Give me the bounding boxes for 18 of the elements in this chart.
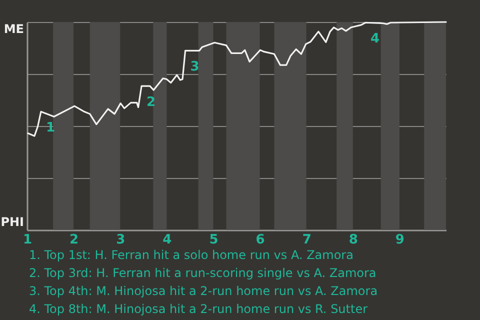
- annotation: 3: [190, 60, 200, 75]
- x-tick-label: 1: [22, 232, 32, 248]
- x-tick-label: 6: [256, 232, 265, 248]
- text: 1. Top 1st: H. Ferran hit a solo home run vs A. Zamora: [29, 248, 354, 262]
- x-tick-label: 4: [162, 232, 172, 248]
- x-tick-label: 5: [209, 232, 218, 248]
- x-tick-label: 3: [116, 232, 126, 248]
- x-tick-label: 2: [70, 232, 79, 248]
- text: 2. Top 3rd: H. Ferran hit a run-scoring single vs A. Zamora: [29, 266, 376, 280]
- text: PHI: [0, 215, 24, 229]
- text: ME: [4, 22, 24, 36]
- x-tick-label: 7: [302, 232, 312, 248]
- annotation: 2: [146, 95, 156, 110]
- annotation: 4: [370, 32, 380, 47]
- x-tick-label: 9: [395, 232, 404, 248]
- text: 3. Top 4th: M. Hinojosa hit a 2-run home run vs A. Zamora: [29, 284, 378, 298]
- text: 4. Top 8th: M. Hinojosa hit a 2-run home run vs R. Sutter: [29, 302, 368, 316]
- x-tick-label: 8: [348, 232, 358, 248]
